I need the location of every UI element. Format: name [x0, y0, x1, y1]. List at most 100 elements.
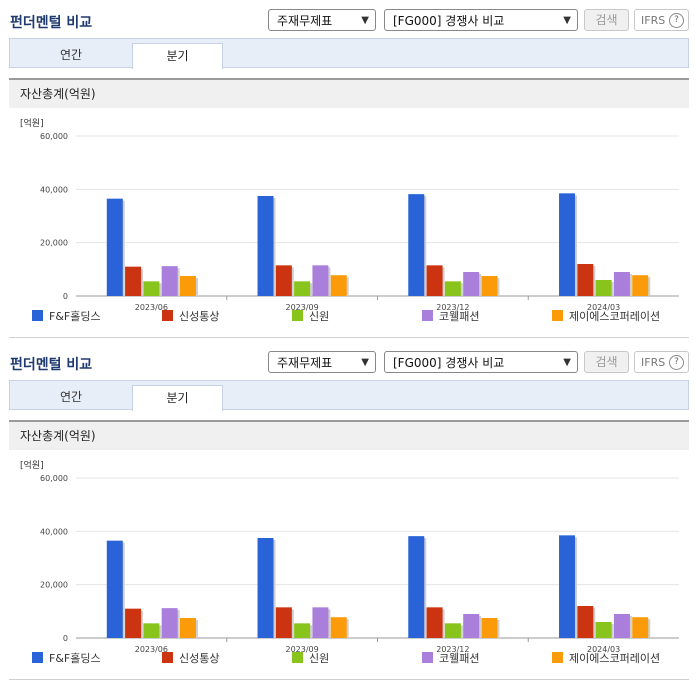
tab-quarterly[interactable]: 분기: [132, 385, 223, 411]
bar: [143, 623, 160, 638]
legend-label: 신성통상: [179, 310, 219, 323]
chevron-down-icon: ▼: [563, 15, 571, 26]
search-button[interactable]: 검색: [584, 9, 629, 31]
legend-label: 코웰패션: [439, 310, 479, 323]
bar: [143, 281, 160, 296]
bar: [125, 608, 142, 638]
bar: [312, 607, 329, 638]
bar: [481, 618, 498, 638]
total-assets-chart: [억원] 60,000 40,000 20,000 0 2023/06 2023/09 202…: [20, 459, 679, 665]
bar: [408, 536, 425, 638]
bar: [559, 193, 576, 296]
y-tick-label: 20,000: [40, 239, 68, 248]
bar: [161, 608, 178, 638]
bar: [632, 275, 649, 296]
bar: [161, 266, 178, 296]
bar: [312, 265, 329, 296]
compare-group-select[interactable]: [FG000] 경쟁사 비교 ▼: [384, 9, 578, 31]
bar: [426, 607, 443, 638]
bar: [294, 623, 311, 638]
bar: [125, 266, 142, 296]
period-tabs: 연간 분기: [9, 38, 689, 69]
x-tick-label: 2023/12: [436, 645, 469, 654]
y-tick-label: 20,000: [40, 581, 68, 590]
y-tick-label: 60,000: [40, 132, 68, 141]
legend-swatch: [422, 652, 433, 663]
tab-quarterly[interactable]: 분기: [132, 43, 223, 69]
legend-swatch: [162, 310, 173, 321]
section-title: 자산총계(억원): [9, 420, 689, 450]
y-axis-unit: [억원]: [20, 459, 44, 471]
bar: [257, 196, 274, 296]
bar: [426, 265, 443, 296]
legend-label: 신원: [309, 652, 329, 665]
legend-swatch: [32, 310, 43, 321]
bar: [106, 540, 123, 638]
y-tick-label: 0: [63, 634, 68, 643]
divider: [9, 337, 689, 338]
x-tick-label: 2023/06: [135, 645, 168, 654]
bar: [179, 276, 196, 296]
compare-group-select[interactable]: [FG000] 경쟁사 비교 ▼: [384, 351, 578, 373]
chevron-down-icon: ▼: [361, 357, 369, 368]
section-title: 자산총계(억원): [9, 78, 689, 108]
tab-annual[interactable]: 연간: [59, 48, 83, 62]
total-assets-chart: [억원] 60,000 40,000 20,000 0 2023/06 2023/09 202…: [20, 117, 679, 323]
x-tick-label: 2024/03: [587, 645, 620, 654]
bar: [106, 198, 123, 296]
bar: [444, 281, 461, 296]
legend-label: 코웰패션: [439, 652, 479, 665]
x-tick-label: 2024/03: [587, 303, 620, 312]
bar: [577, 264, 594, 296]
fundamental-panel-1: 펀더멘털 비교 주재무제표 ▼ [FG000] 경쟁사 비교 ▼ 검색 IFRS…: [9, 9, 689, 338]
bar: [275, 607, 292, 638]
fundamental-panel-2: 펀더멘털 비교 주재무제표 ▼ [FG000] 경쟁사 비교 ▼ 검색 IFRS…: [0, 342, 696, 684]
bar: [408, 194, 425, 296]
bar: [275, 265, 292, 296]
help-icon[interactable]: ?: [669, 13, 684, 28]
legend-label: F&F홀딩스: [49, 310, 101, 323]
divider: [9, 679, 689, 680]
bar: [463, 272, 480, 296]
legend-swatch: [292, 310, 303, 321]
bar: [294, 281, 311, 296]
statement-type-select[interactable]: 주재무제표 ▼: [268, 351, 376, 373]
chevron-down-icon: ▼: [361, 15, 369, 26]
legend-label: 제이에스코퍼레이션: [569, 652, 660, 665]
x-tick-label: 2023/12: [436, 303, 469, 312]
y-tick-label: 40,000: [40, 185, 68, 194]
legend-label: 제이에스코퍼레이션: [569, 310, 660, 323]
y-axis-unit: [억원]: [20, 117, 44, 129]
ifrs-button[interactable]: IFRS ?: [634, 9, 689, 31]
bar: [330, 617, 347, 638]
chevron-down-icon: ▼: [563, 357, 571, 368]
bar: [179, 618, 196, 638]
tab-annual[interactable]: 연간: [59, 390, 83, 404]
y-tick-label: 0: [63, 292, 68, 301]
legend-swatch: [422, 310, 433, 321]
statement-type-select[interactable]: 주재무제표 ▼: [268, 9, 376, 31]
period-tabs: 연간 분기: [9, 380, 689, 411]
y-tick-label: 40,000: [40, 527, 68, 536]
compare-group-value: [FG000] 경쟁사 비교: [393, 356, 505, 370]
legend-label: 신성통상: [179, 652, 219, 665]
bar: [613, 614, 630, 638]
help-icon[interactable]: ?: [669, 355, 684, 370]
y-tick-label: 60,000: [40, 474, 68, 483]
legend-swatch: [552, 652, 563, 663]
legend-label: F&F홀딩스: [49, 652, 101, 665]
statement-type-value: 주재무제표: [277, 356, 333, 370]
bar: [632, 617, 649, 638]
search-button[interactable]: 검색: [584, 351, 629, 373]
ifrs-button[interactable]: IFRS ?: [634, 351, 689, 373]
legend-label: 신원: [309, 310, 329, 323]
bar: [463, 614, 480, 638]
bar: [613, 272, 630, 296]
bar: [595, 280, 612, 296]
page-title: 펀더멘털 비교: [10, 15, 93, 31]
bar: [444, 623, 461, 638]
bar: [559, 535, 576, 638]
legend-swatch: [552, 310, 563, 321]
legend-swatch: [162, 652, 173, 663]
x-tick-label: 2023/06: [135, 303, 168, 312]
